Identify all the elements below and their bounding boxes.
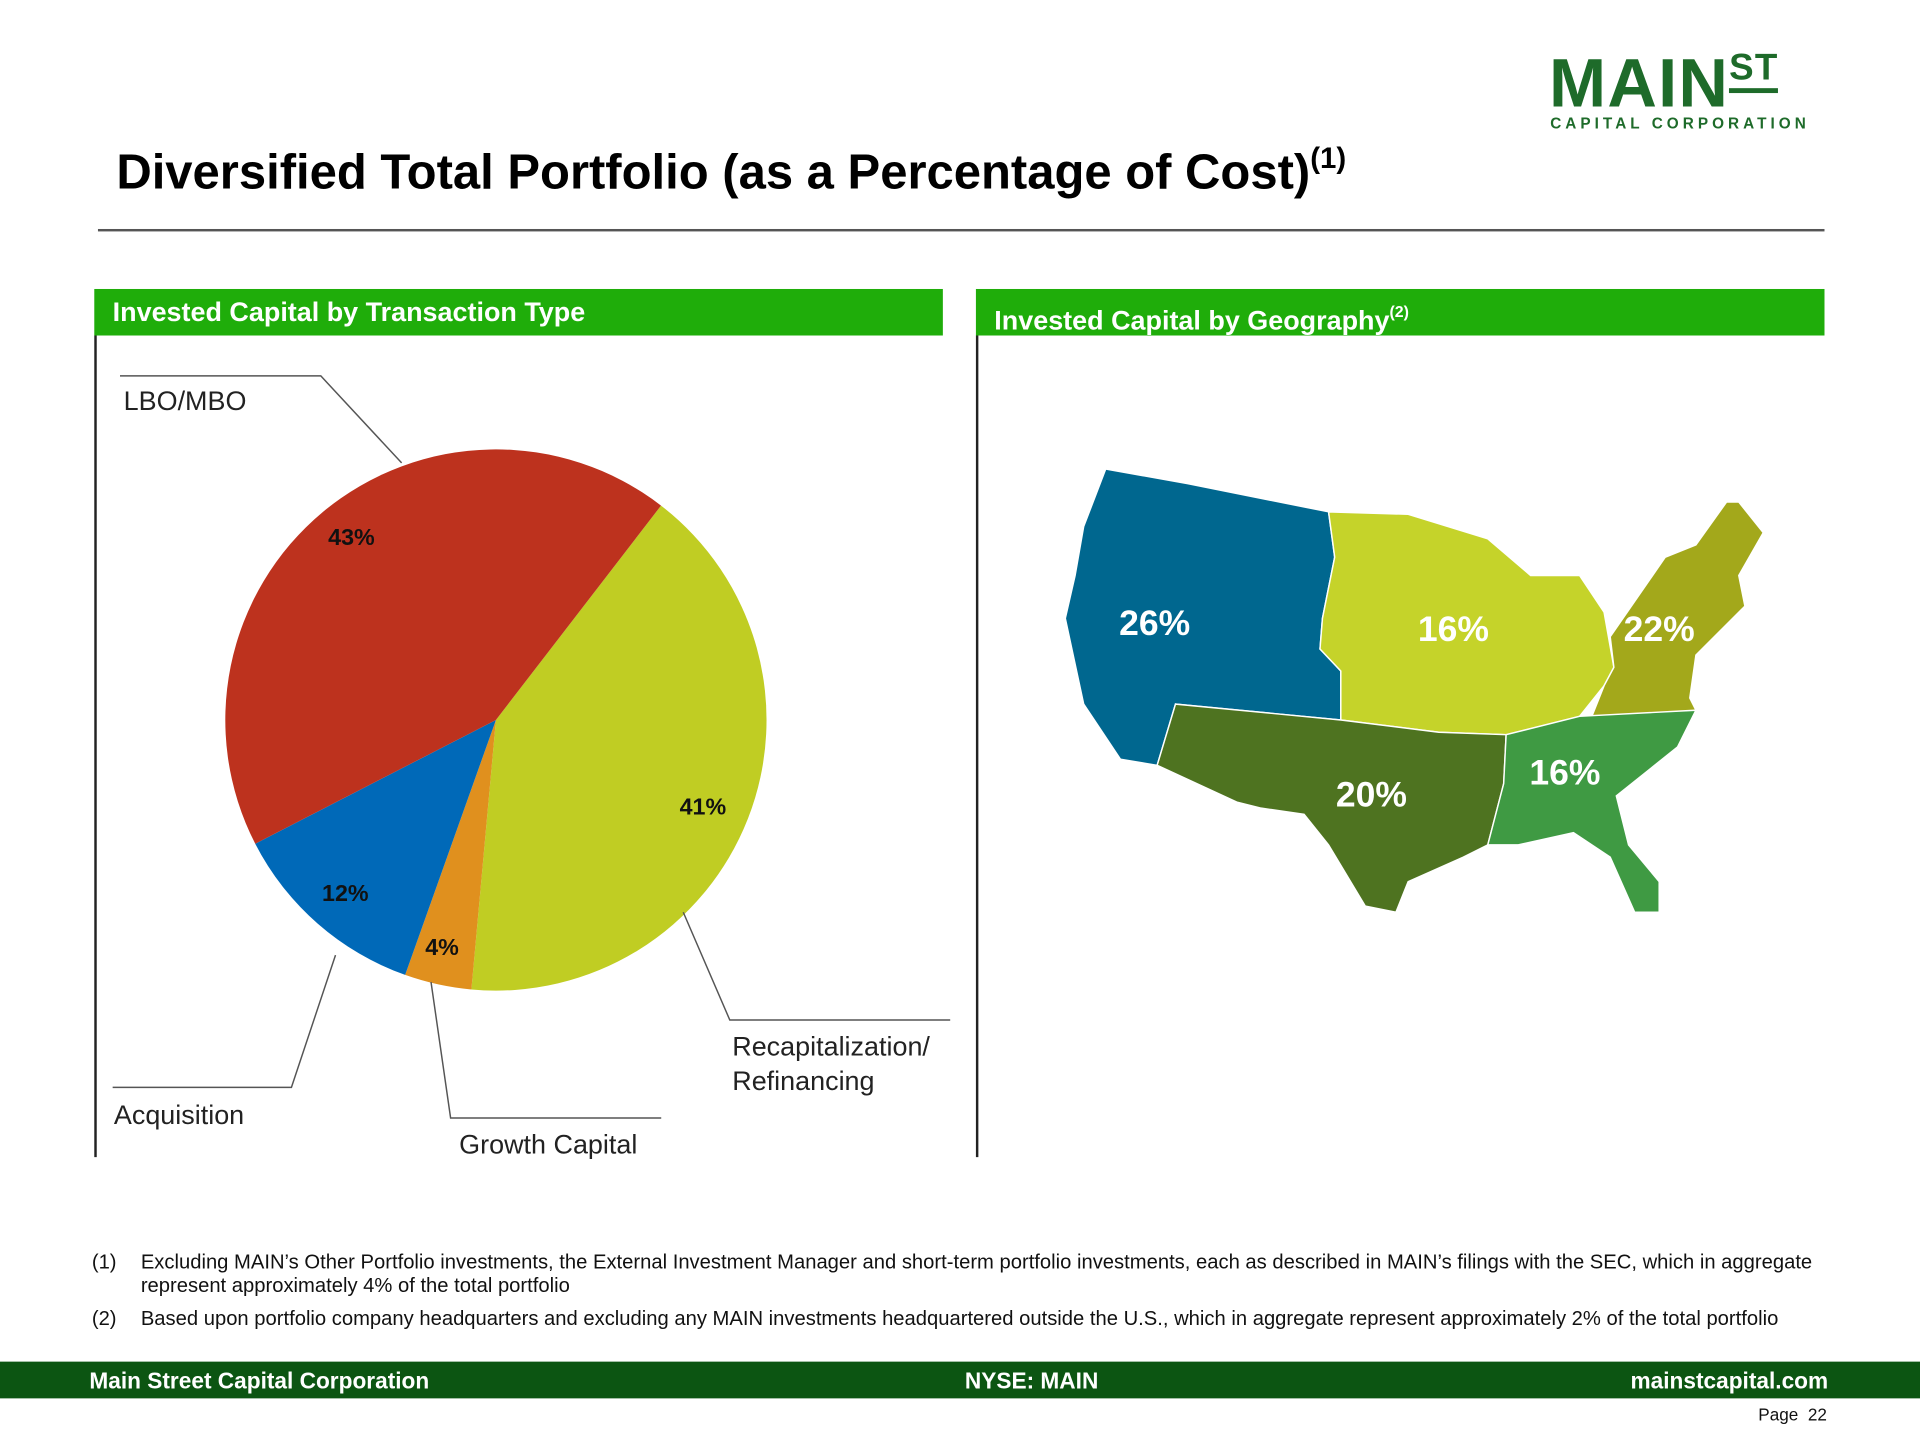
map-region [1486, 709, 1698, 913]
category-label: Growth Capital [459, 1128, 638, 1160]
map-label: 26% [1119, 604, 1191, 644]
footer-website: mainstcapital.com [1630, 1367, 1829, 1394]
section-note: (2) [1389, 302, 1409, 321]
pie-slice [225, 449, 662, 844]
pie-slice [405, 720, 496, 990]
logo: MAINST [1549, 47, 1779, 118]
title-note: (1) [1310, 142, 1347, 176]
category-label: Acquisition [113, 1099, 245, 1131]
footnote-marker: (1) [91, 1251, 117, 1274]
pie [225, 449, 767, 991]
page-number: Page 22 [1758, 1404, 1827, 1425]
section-header: Invested Capital by Geography(2) [975, 288, 1825, 336]
title-rule [97, 228, 1825, 232]
data-label: 43% [328, 525, 375, 552]
data-label: 12% [322, 881, 369, 908]
footnote: (1) Excluding MAIN’s Other Portfolio inve… [92, 1251, 1819, 1298]
map-label: 22% [1623, 610, 1695, 650]
footnote-marker: (2) [91, 1307, 117, 1330]
map-label: 20% [1335, 775, 1407, 815]
logo-main: MAIN [1548, 44, 1730, 122]
footer-company: Main Street Capital Corporation [89, 1367, 430, 1394]
leader-line [112, 954, 337, 1089]
map-label: 16% [1529, 753, 1601, 793]
category-label: Recapitalization/ Refinancing [732, 1031, 930, 1096]
leader-line [430, 981, 662, 1119]
leader-line [120, 375, 403, 464]
pie-slice [255, 720, 496, 975]
section-title: Invested Capital by Geography [994, 304, 1390, 336]
category-label: LBO/MBO [123, 385, 247, 417]
leader-line [682, 911, 951, 1021]
us-map [1064, 468, 1765, 914]
footnote-text: Excluding MAIN’s Other Portfolio investm… [140, 1251, 1813, 1297]
footnote-text: Based upon portfolio company headquarter… [140, 1307, 1779, 1330]
map-region [1156, 703, 1507, 914]
section-title: Invested Capital by Transaction Type [112, 296, 586, 327]
logo-subtitle: CAPITAL CORPORATION [1550, 115, 1810, 133]
pie-slice [471, 505, 767, 991]
footer: Main Street Capital Corporation NYSE: MA… [0, 1361, 1920, 1399]
section-header: Invested Capital by Transaction Type [94, 288, 943, 336]
logo-st: ST [1729, 47, 1779, 94]
map-region [1590, 501, 1765, 724]
data-label: 4% [425, 935, 459, 962]
footer-ticker: NYSE: MAIN [964, 1367, 1099, 1394]
page-title: Diversified Total Portfolio (as a Percen… [116, 142, 1346, 201]
map-label: 16% [1417, 610, 1490, 650]
title-text: Diversified Total Portfolio (as a Percen… [116, 145, 1311, 200]
data-label: 41% [679, 794, 727, 821]
footnote: (2) Based upon portfolio company headquar… [92, 1308, 1819, 1331]
leader-lines [112, 375, 951, 1119]
